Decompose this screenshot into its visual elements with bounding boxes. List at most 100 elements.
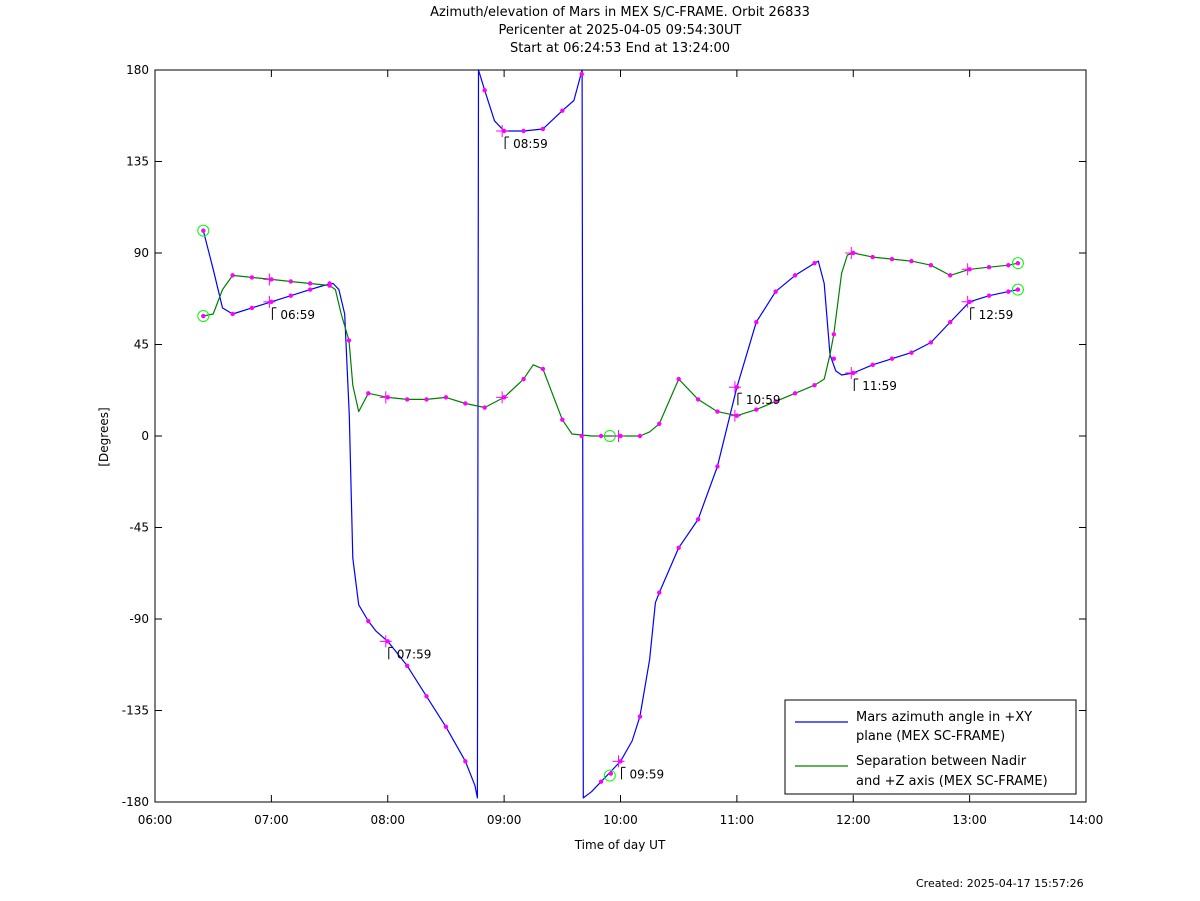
x-tick-label-6: 12:00 xyxy=(836,813,871,827)
chart-title-line-1: Azimuth/elevation of Mars in MEX S/C-FRA… xyxy=(430,5,810,20)
hour-mark-label-4: 08:59 xyxy=(513,137,548,151)
series-0-marker-32 xyxy=(831,356,837,361)
x-tick-label-7: 13:00 xyxy=(952,813,987,827)
event-circle-2 xyxy=(1011,283,1024,296)
y-tick-label-6: -90 xyxy=(129,612,149,626)
series-0-marker-13 xyxy=(482,88,487,93)
series-0-marker-4 xyxy=(288,293,294,298)
event-circle-3 xyxy=(1011,257,1024,270)
y-tick-label-0: 180 xyxy=(126,63,149,77)
series-1-marker-35 xyxy=(889,256,895,262)
hour-mark-label-8: 10:59 xyxy=(746,393,781,407)
series-0-marker-35 xyxy=(889,356,895,361)
hour-mark-label-2: 07:59 xyxy=(397,647,432,661)
series-1-marker-18 xyxy=(560,417,565,422)
legend: Mars azimuth angle in +XY plane (MEX SC-… xyxy=(784,699,1077,795)
series-1-marker-4 xyxy=(288,279,294,284)
hour-mark-label-12: 12:59 xyxy=(979,308,1014,322)
series-1-marker-17 xyxy=(540,366,546,372)
x-tick-label-5: 11:00 xyxy=(720,813,755,827)
series-0-marker-19 xyxy=(598,779,604,784)
hour-mark-0: 06:59 xyxy=(263,295,315,322)
series-1-marker-25 xyxy=(695,397,701,402)
x-axis-label: Time of day UT xyxy=(574,838,666,852)
hour-mark-10: 11:59 xyxy=(845,366,897,393)
series-0-marker-36 xyxy=(909,350,914,355)
x-tick-label-0: 06:00 xyxy=(138,813,173,827)
y-tick-label-2: 90 xyxy=(134,246,149,260)
hour-mark-9 xyxy=(728,409,741,422)
series-1-marker-5 xyxy=(307,281,313,286)
chart-title-line-3: Start at 06:24:53 End at 13:24:00 xyxy=(509,41,731,56)
series-1-marker-37 xyxy=(928,263,934,268)
series-1-marker-26 xyxy=(715,409,720,414)
series-1-marker-41 xyxy=(1006,263,1011,268)
legend-label-azimuth-1: Mars azimuth angle in +XY xyxy=(856,710,1032,725)
series-1-marker-36 xyxy=(909,258,914,264)
series-0-marker-5 xyxy=(307,287,313,292)
hour-mark-3 xyxy=(379,391,392,404)
series-0-marker-2 xyxy=(249,305,255,311)
series-0-marker-1 xyxy=(230,311,235,317)
legend-box xyxy=(784,699,1077,795)
hour-mark-11 xyxy=(845,247,858,259)
series-1-marker-14 xyxy=(482,405,487,410)
series-1-marker-38 xyxy=(947,273,953,278)
series-0-marker-37 xyxy=(928,340,934,345)
y-tick-label-5: -45 xyxy=(129,521,149,535)
series-1-marker-34 xyxy=(870,254,875,260)
x-tick-label-2: 08:00 xyxy=(370,813,405,827)
x-tick-label-3: 09:00 xyxy=(487,813,522,827)
series-0-marker-9 xyxy=(404,663,410,668)
series-1-marker-42 xyxy=(1015,260,1021,266)
series-1-marker-8 xyxy=(366,391,371,396)
series-1-marker-24 xyxy=(676,376,681,382)
event-circle-1 xyxy=(197,310,210,323)
series-1-marker-28 xyxy=(754,407,759,412)
series-0-marker-17 xyxy=(560,108,565,113)
hour-mark-2: 07:59 xyxy=(379,635,432,661)
series-0-marker-7 xyxy=(366,618,371,624)
hour-mark-12: 12:59 xyxy=(961,295,1014,322)
y-tick-label-1: 135 xyxy=(126,155,149,169)
series-1-marker-32 xyxy=(831,332,837,337)
series-layer xyxy=(202,69,1019,799)
chart-title-line-2: Pericenter at 2025-04-05 09:54:30UT xyxy=(498,23,742,38)
hour-mark-7 xyxy=(612,430,625,442)
series-0-marker-20 xyxy=(608,771,614,776)
series-0-marker-41 xyxy=(1006,289,1011,294)
series-1-marker-30 xyxy=(792,391,798,396)
series-0-marker-15 xyxy=(521,128,526,134)
series-1-marker-40 xyxy=(986,265,992,270)
created-timestamp: Created: 2025-04-17 15:57:26 xyxy=(916,877,1084,890)
series-1-marker-29 xyxy=(773,399,778,404)
hour-mark-label-6: 09:59 xyxy=(630,767,665,781)
hour-mark-8: 10:59 xyxy=(728,381,781,407)
series-1-marker-19 xyxy=(579,433,584,439)
series-0-marker-26 xyxy=(715,464,720,469)
series-0-marker-0 xyxy=(201,228,206,233)
x-tick-label-1: 07:00 xyxy=(254,813,289,827)
series-0-marker-22 xyxy=(637,714,643,719)
y-axis-label: [Degrees] xyxy=(97,407,111,466)
series-0-marker-40 xyxy=(986,293,992,298)
hour-mark-label-10: 11:59 xyxy=(862,379,897,393)
series-line-1 xyxy=(203,252,1019,437)
hour-mark-1 xyxy=(263,273,276,286)
x-tick-label-4: 10:00 xyxy=(603,813,638,827)
series-1-marker-16 xyxy=(521,376,526,382)
series-1-marker-13 xyxy=(463,401,468,406)
legend-label-separation-1: Separation between Nadir xyxy=(856,754,1027,769)
series-line-0 xyxy=(202,69,1019,799)
series-0-marker-10 xyxy=(424,694,429,699)
series-1-marker-0 xyxy=(201,313,206,319)
y-tick-label-7: -135 xyxy=(122,704,149,718)
series-1-marker-23 xyxy=(657,421,662,426)
series-1-marker-7 xyxy=(346,338,352,343)
series-0-marker-16 xyxy=(540,126,546,132)
event-circle-0 xyxy=(197,224,210,237)
series-0-marker-18 xyxy=(579,71,584,77)
series-0-marker-24 xyxy=(676,545,681,551)
tick-layer: 06:00 07:00 08:00 09:00 10:00 11:00 12:00 13:00… xyxy=(122,63,1104,827)
